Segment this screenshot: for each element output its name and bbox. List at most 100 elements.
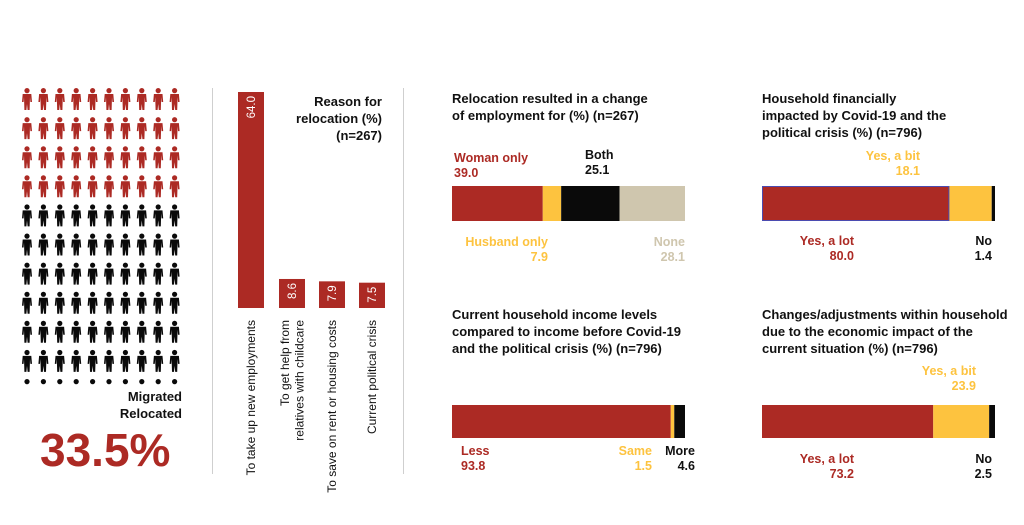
person-icon <box>136 349 147 372</box>
employment-chart-title: Relocation resulted in a change of emplo… <box>452 90 648 124</box>
person-icon <box>87 349 98 372</box>
person-icon <box>54 291 65 314</box>
reason-category-label: To get help from <box>278 320 292 406</box>
person-icon <box>22 175 32 198</box>
person-icon <box>139 379 145 385</box>
person-icon <box>136 291 147 314</box>
person-icon <box>122 379 128 385</box>
person-icon <box>22 320 32 343</box>
person-icon <box>169 117 180 140</box>
person-icon <box>38 204 49 227</box>
reason-category-label: To take up new employments <box>244 320 258 475</box>
employment-woman-value: 39.0 <box>454 166 479 180</box>
stacked-bar-segment <box>561 186 620 221</box>
person-icon <box>136 146 147 169</box>
person-icon <box>38 117 49 140</box>
person-icon <box>38 233 49 256</box>
person-icon <box>73 379 79 385</box>
person-icon <box>169 88 180 110</box>
income-chart-title: Current household income levels compared… <box>452 306 681 357</box>
person-icon <box>153 233 164 256</box>
person-icon <box>169 233 180 256</box>
person-icon <box>71 349 82 372</box>
person-icon <box>54 320 65 343</box>
person-icon <box>22 146 32 169</box>
person-icon <box>169 146 180 169</box>
person-icon <box>22 349 32 372</box>
person-icon <box>153 146 164 169</box>
impact-label-no: No 1.4 <box>960 234 992 264</box>
adjustments-label-no: No 2.5 <box>960 452 992 482</box>
person-icon <box>87 175 98 198</box>
person-icon <box>120 88 131 110</box>
person-icon <box>136 117 147 140</box>
person-icon <box>54 88 65 110</box>
person-icon <box>153 204 164 227</box>
adjustments-lot-value: 73.2 <box>829 467 854 481</box>
stacked-bar-segment <box>949 186 992 221</box>
person-icon <box>169 175 180 198</box>
person-icon <box>153 349 164 372</box>
divider-right <box>403 88 404 474</box>
income-label-less: Less 93.8 <box>461 444 490 474</box>
reason-bar <box>359 282 385 308</box>
person-icon <box>38 146 49 169</box>
person-icon <box>104 117 114 140</box>
impact-lot-value: 80.0 <box>829 249 854 263</box>
employment-stacked-bar <box>452 186 685 221</box>
income-stacked-bar <box>452 405 685 438</box>
stacked-bar-segment <box>991 186 995 221</box>
stacked-bar-segment <box>989 405 995 438</box>
stacked-bar-segment <box>542 186 562 221</box>
person-icon <box>106 379 112 385</box>
person-icon <box>54 175 65 198</box>
adjustments-bit-name: Yes, a bit <box>921 364 976 378</box>
person-icon <box>169 262 180 285</box>
person-icon <box>153 320 164 343</box>
person-icon <box>38 320 49 343</box>
person-icon <box>153 88 164 110</box>
relocated-label: Relocated <box>119 406 182 421</box>
person-icon <box>71 233 82 256</box>
person-icon <box>104 291 114 314</box>
adjustments-title-line-1: Changes/adjustments within household <box>762 307 1008 322</box>
person-icon <box>87 320 98 343</box>
impact-bit-name: Yes, a bit <box>865 149 920 163</box>
person-icon <box>104 146 114 169</box>
reason-bar-value-label: 8.6 <box>287 283 299 299</box>
income-same-name: Same <box>618 444 652 458</box>
person-icon <box>120 233 131 256</box>
person-icon <box>120 349 131 372</box>
stacked-bar-segment <box>762 405 934 438</box>
impact-title-line-3: political crisis (%) (n=796) <box>762 125 923 140</box>
income-less-value: 93.8 <box>461 459 486 473</box>
person-icon <box>120 204 131 227</box>
icon-array-label: Migrated Relocated <box>70 388 182 422</box>
employment-none-value: 28.1 <box>660 250 685 264</box>
reason-bar-value-label: 7.5 <box>367 287 379 303</box>
person-icon <box>120 175 131 198</box>
person-icon <box>155 379 161 385</box>
icon-array <box>22 88 180 385</box>
person-icon <box>54 233 65 256</box>
income-same-value: 1.5 <box>634 459 652 473</box>
person-icon <box>120 320 131 343</box>
impact-label-lot: Yes, a lot 80.0 <box>795 234 854 264</box>
stacked-bar-segment <box>933 405 990 438</box>
person-icon <box>38 349 49 372</box>
person-icon <box>38 262 49 285</box>
income-less-name: Less <box>461 444 490 458</box>
reason-bar-chart: 64.0 To take up new employments 8.6 To get … <box>238 92 385 493</box>
stacked-bar-segment <box>670 405 675 438</box>
divider-left <box>212 88 213 474</box>
person-icon <box>38 175 49 198</box>
reason-category-label: Current political crisis <box>365 320 379 434</box>
person-icon <box>136 204 147 227</box>
person-icon <box>104 349 114 372</box>
employment-label-both: Both 25.1 <box>585 148 613 178</box>
person-icon <box>38 291 49 314</box>
person-icon <box>120 291 131 314</box>
employment-label-husband: Husband only 7.9 <box>448 235 548 265</box>
person-icon <box>104 204 114 227</box>
person-icon <box>22 117 32 140</box>
